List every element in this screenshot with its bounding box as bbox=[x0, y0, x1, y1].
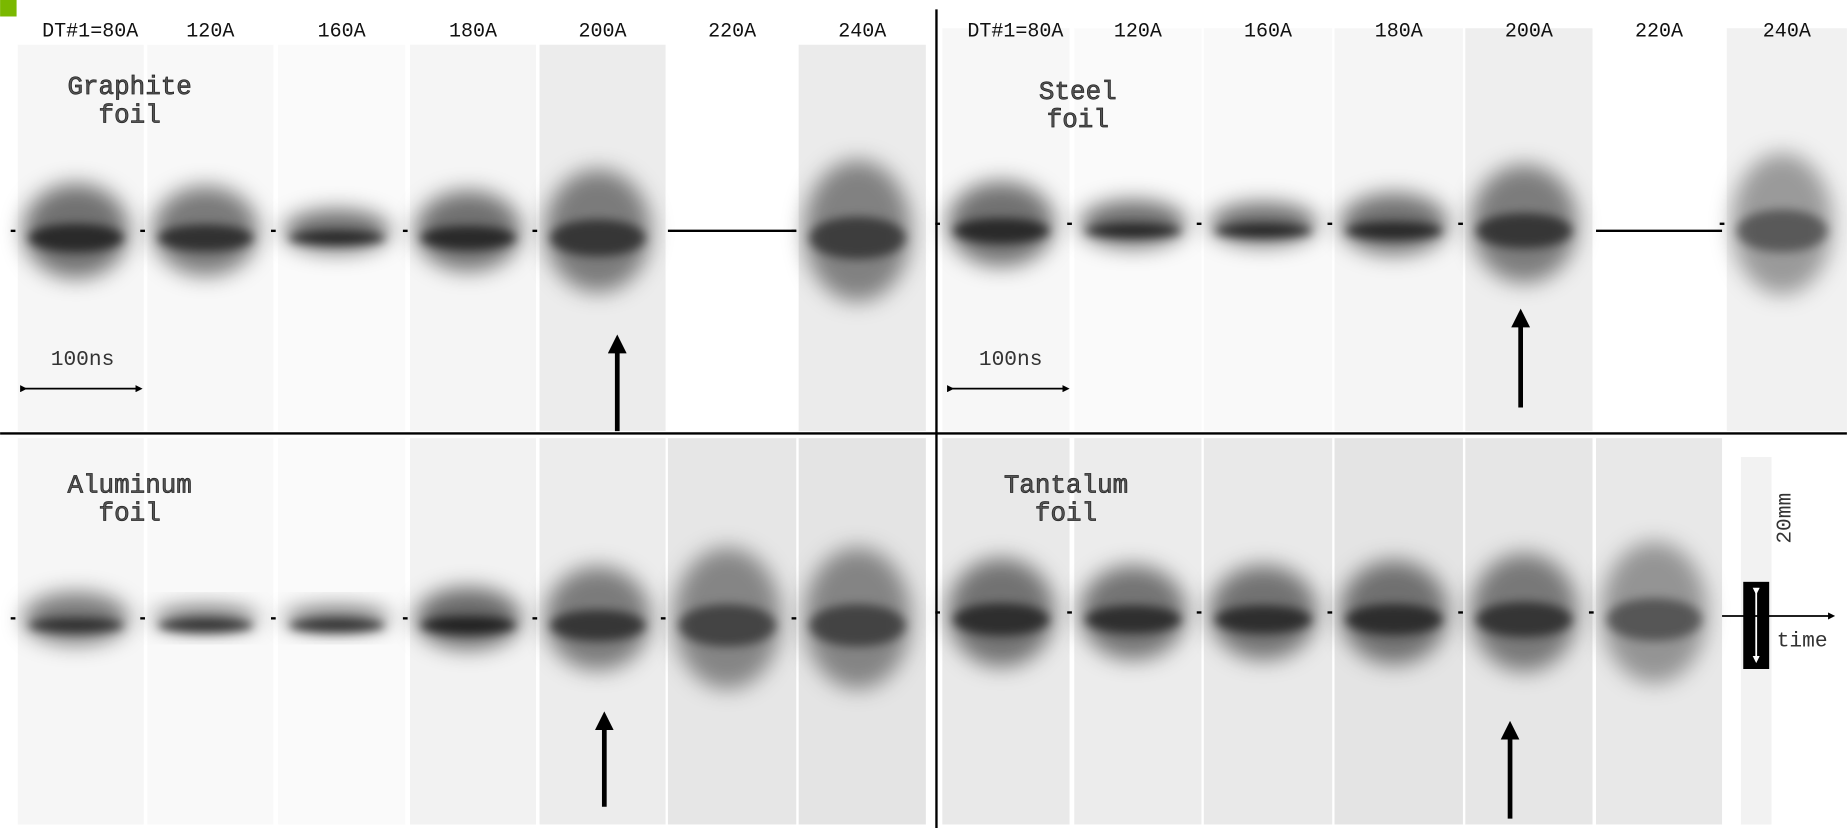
streak-core bbox=[1085, 224, 1182, 238]
streak-core bbox=[289, 231, 386, 245]
streak-core bbox=[809, 217, 906, 259]
streak-core bbox=[1215, 224, 1313, 238]
streak-core bbox=[1345, 604, 1443, 635]
column-label: 220A bbox=[1635, 21, 1683, 44]
time-scale-label: 100ns bbox=[51, 348, 115, 372]
panel-title: foil bbox=[1035, 499, 1097, 529]
streak-core bbox=[1085, 605, 1182, 633]
streak-core bbox=[420, 616, 516, 634]
panel-title: foil bbox=[99, 100, 161, 130]
streak-core bbox=[953, 218, 1050, 243]
column-labels: DT#1=80A 120A 160A 180A 200A 220A 240A DT#1=80A… bbox=[42, 21, 1811, 44]
panel-title: Tantalum bbox=[1004, 470, 1128, 500]
streak-core bbox=[1606, 598, 1702, 640]
streak-core bbox=[28, 224, 124, 252]
space-scale-label: 20mm bbox=[1773, 493, 1797, 544]
column-label: DT#1=80A bbox=[967, 21, 1063, 44]
figure: DT#1=80A 120A 160A 180A 200A 220A 240A DT#1=80A… bbox=[0, 0, 1847, 828]
streak-core bbox=[289, 618, 386, 632]
column-label: 120A bbox=[1114, 21, 1162, 44]
streak-core bbox=[953, 603, 1050, 636]
column-label: 180A bbox=[449, 21, 497, 44]
streak-core bbox=[158, 224, 254, 251]
time-scale-label: 100ns bbox=[979, 348, 1043, 372]
streak-images bbox=[11, 28, 1847, 824]
panel-title: foil bbox=[99, 499, 161, 529]
streak-core bbox=[679, 604, 777, 646]
column-label: 160A bbox=[318, 21, 366, 44]
corner-tag bbox=[0, 0, 16, 16]
streak-core bbox=[1215, 605, 1313, 633]
streak-core bbox=[550, 610, 646, 641]
column-label: 120A bbox=[186, 21, 234, 44]
column-label: 180A bbox=[1375, 21, 1423, 44]
streak-core bbox=[28, 618, 124, 634]
panel-title: Graphite bbox=[67, 72, 191, 102]
streak-core bbox=[809, 604, 906, 646]
column-label: 160A bbox=[1244, 21, 1292, 44]
panel-title: Steel bbox=[1039, 77, 1117, 107]
column-label: 240A bbox=[838, 21, 886, 44]
page: DT#1=80A 120A 160A 180A 200A 220A 240A DT#1=80A… bbox=[0, 0, 1847, 828]
streak-core bbox=[158, 618, 254, 632]
streak-core bbox=[550, 220, 646, 257]
panel-title: foil bbox=[1047, 105, 1109, 135]
column-label: DT#1=80A bbox=[42, 21, 138, 44]
column-label: 240A bbox=[1763, 21, 1811, 44]
streak-core bbox=[1476, 213, 1573, 248]
streak-core bbox=[1736, 210, 1827, 252]
panel-title: Aluminum bbox=[67, 470, 191, 500]
column-label: 200A bbox=[579, 21, 627, 44]
streak-core bbox=[1476, 602, 1573, 637]
streak-core bbox=[420, 226, 516, 250]
column-label: 200A bbox=[1505, 21, 1553, 44]
time-axis-label: time bbox=[1777, 630, 1828, 654]
column-label: 220A bbox=[708, 21, 756, 44]
streak-core bbox=[1345, 222, 1443, 240]
